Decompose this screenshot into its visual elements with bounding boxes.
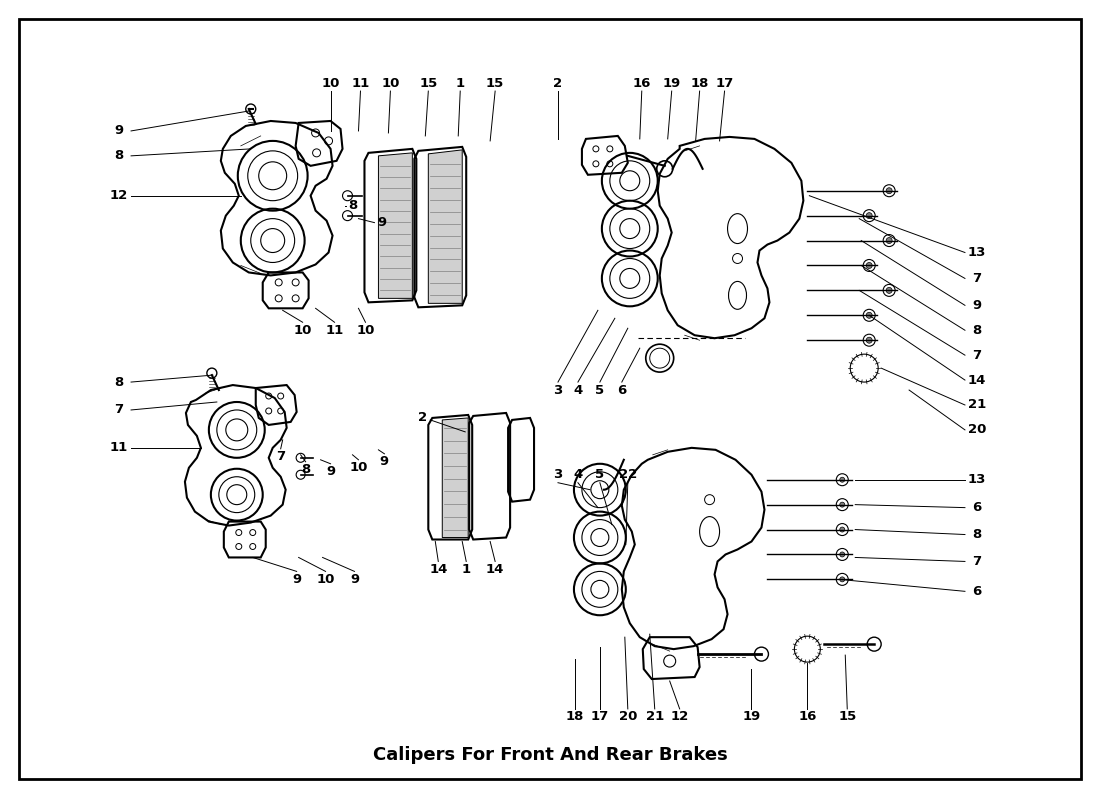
Text: 7: 7 — [972, 555, 981, 568]
Circle shape — [866, 262, 872, 269]
Text: 6: 6 — [972, 501, 981, 514]
Text: 15: 15 — [838, 710, 857, 723]
Text: 14: 14 — [429, 563, 448, 576]
Circle shape — [866, 312, 872, 318]
Circle shape — [887, 188, 892, 194]
Circle shape — [839, 478, 845, 482]
Text: 21: 21 — [968, 398, 986, 411]
Text: 5: 5 — [595, 383, 604, 397]
Circle shape — [887, 287, 892, 294]
Text: 1: 1 — [462, 563, 471, 576]
Text: 14: 14 — [968, 374, 986, 386]
Polygon shape — [428, 150, 462, 303]
Text: 8: 8 — [972, 528, 981, 541]
Text: 14: 14 — [486, 563, 504, 576]
Text: 7: 7 — [972, 349, 981, 362]
Text: 6: 6 — [972, 585, 981, 598]
Text: 9: 9 — [350, 573, 359, 586]
Text: 9: 9 — [114, 125, 123, 138]
Text: 17: 17 — [715, 77, 734, 90]
Circle shape — [866, 338, 872, 343]
Text: 4: 4 — [573, 383, 583, 397]
Text: 1: 1 — [455, 77, 465, 90]
Text: 6: 6 — [617, 383, 626, 397]
Text: 2: 2 — [418, 411, 427, 425]
Circle shape — [839, 527, 845, 532]
Text: 10: 10 — [317, 573, 334, 586]
Circle shape — [866, 213, 872, 218]
Text: 9: 9 — [379, 455, 389, 468]
Text: 8: 8 — [114, 150, 123, 162]
Text: 20: 20 — [618, 710, 637, 723]
Text: 18: 18 — [691, 77, 708, 90]
Text: 11: 11 — [351, 77, 370, 90]
Text: 20: 20 — [968, 423, 986, 436]
Text: 15: 15 — [419, 77, 438, 90]
Text: 9: 9 — [326, 466, 336, 478]
Text: 3: 3 — [553, 468, 562, 482]
Text: 11: 11 — [110, 442, 129, 454]
Text: 13: 13 — [968, 474, 986, 486]
Text: 15: 15 — [486, 77, 504, 90]
Text: 11: 11 — [326, 324, 343, 337]
Text: 8: 8 — [972, 324, 981, 337]
Text: 17: 17 — [591, 710, 609, 723]
Text: 10: 10 — [321, 77, 340, 90]
Text: 3: 3 — [553, 383, 562, 397]
Text: 12: 12 — [671, 710, 689, 723]
Polygon shape — [442, 418, 469, 538]
Text: 13: 13 — [968, 246, 986, 259]
Circle shape — [839, 577, 845, 582]
Text: 16: 16 — [799, 710, 816, 723]
Text: Calipers For Front And Rear Brakes: Calipers For Front And Rear Brakes — [373, 746, 727, 764]
Text: 5: 5 — [595, 468, 604, 482]
Text: 8: 8 — [348, 199, 358, 212]
Text: 7: 7 — [276, 450, 285, 463]
Text: 16: 16 — [632, 77, 651, 90]
Text: 12: 12 — [110, 190, 129, 202]
Text: 7: 7 — [114, 403, 123, 417]
Text: 2: 2 — [553, 77, 562, 90]
Text: 10: 10 — [294, 324, 311, 337]
Circle shape — [839, 502, 845, 507]
Text: 8: 8 — [301, 463, 310, 476]
Text: 18: 18 — [565, 710, 584, 723]
Text: 10: 10 — [356, 324, 375, 337]
Text: 9: 9 — [378, 216, 387, 229]
Text: 22: 22 — [618, 468, 637, 482]
Text: 19: 19 — [662, 77, 681, 90]
Text: 8: 8 — [114, 375, 123, 389]
Text: 21: 21 — [646, 710, 664, 723]
Circle shape — [887, 238, 892, 243]
Text: 19: 19 — [742, 710, 760, 723]
Text: 4: 4 — [573, 468, 583, 482]
Text: 10: 10 — [382, 77, 399, 90]
Circle shape — [839, 552, 845, 557]
Text: 10: 10 — [350, 462, 367, 474]
Text: 9: 9 — [972, 299, 981, 312]
Text: 7: 7 — [972, 272, 981, 285]
Polygon shape — [378, 153, 412, 298]
Text: 9: 9 — [293, 573, 301, 586]
